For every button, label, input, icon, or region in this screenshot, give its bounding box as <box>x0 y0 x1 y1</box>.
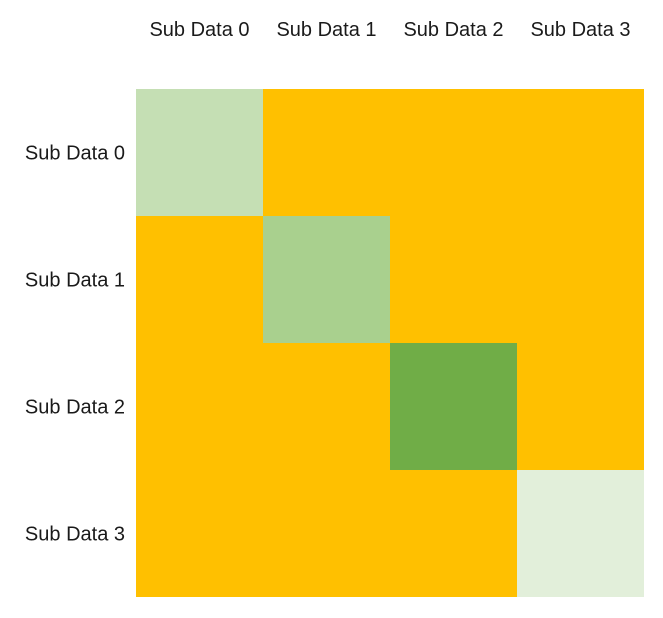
column-labels: Sub Data 0 Sub Data 1 Sub Data 2 Sub Data 3 <box>149 19 630 41</box>
heatmap-cell-r1-c2 <box>390 216 517 343</box>
column-label: Sub Data 2 <box>403 19 503 41</box>
row-label: Sub Data 2 <box>25 397 125 419</box>
heatmap-cell-r0-c3 <box>517 89 644 216</box>
row-labels: Sub Data 0 Sub Data 1 Sub Data 2 Sub Data 3 <box>25 143 125 546</box>
heatmap-cell-r3-c2 <box>390 470 517 597</box>
column-label: Sub Data 1 <box>276 19 376 41</box>
heatmap-cell-r2-c0 <box>136 343 263 470</box>
heatmap-cell-r2-c1 <box>263 343 390 470</box>
heatmap-cell-r0-c1 <box>263 89 390 216</box>
heatmap-cells <box>136 89 644 597</box>
row-label: Sub Data 0 <box>25 143 125 165</box>
heatmap-cell-r2-c3 <box>517 343 644 470</box>
heatmap-cell-r3-c0 <box>136 470 263 597</box>
heatmap-cell-r2-c2 <box>390 343 517 470</box>
heatmap-cell-r3-c3 <box>517 470 644 597</box>
row-label: Sub Data 1 <box>25 270 125 292</box>
heatmap-cell-r0-c0 <box>136 89 263 216</box>
heatmap-cell-r1-c0 <box>136 216 263 343</box>
heatmap-cell-r1-c3 <box>517 216 644 343</box>
column-label: Sub Data 3 <box>530 19 630 41</box>
row-label: Sub Data 3 <box>25 524 125 546</box>
heatmap-cell-r0-c2 <box>390 89 517 216</box>
heatmap-cell-r3-c1 <box>263 470 390 597</box>
heatmap-cell-r1-c1 <box>263 216 390 343</box>
column-label: Sub Data 0 <box>149 19 249 41</box>
